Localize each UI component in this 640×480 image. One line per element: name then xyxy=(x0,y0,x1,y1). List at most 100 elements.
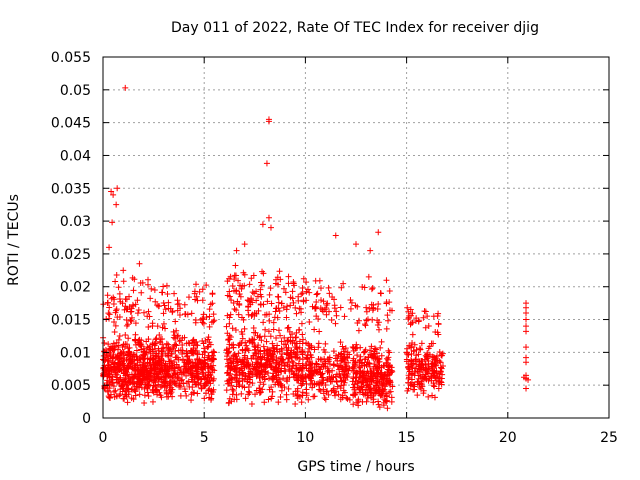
data-point xyxy=(365,273,372,280)
data-point xyxy=(439,371,446,378)
data-point xyxy=(337,304,344,311)
data-point xyxy=(247,368,254,375)
data-point xyxy=(227,365,234,372)
data-point xyxy=(332,232,339,239)
data-point xyxy=(344,374,351,381)
data-point xyxy=(161,384,168,391)
data-point xyxy=(159,347,166,354)
data-point xyxy=(269,375,276,382)
data-point xyxy=(230,299,237,306)
data-point xyxy=(295,297,302,304)
data-point xyxy=(228,398,235,405)
data-point xyxy=(136,391,143,398)
data-point xyxy=(295,377,302,384)
data-point xyxy=(181,334,188,341)
data-point xyxy=(428,340,435,347)
data-point xyxy=(323,302,330,309)
data-point xyxy=(275,293,282,300)
data-point xyxy=(131,337,138,344)
data-point xyxy=(349,344,356,351)
data-point xyxy=(109,380,116,387)
data-point xyxy=(166,364,173,371)
data-point xyxy=(436,374,443,381)
data-point xyxy=(278,387,285,394)
data-point xyxy=(116,332,123,339)
data-point xyxy=(384,397,391,404)
data-point xyxy=(331,296,338,303)
data-point xyxy=(228,297,235,304)
data-point xyxy=(126,293,133,300)
data-point xyxy=(234,298,241,305)
data-point xyxy=(299,290,306,297)
data-point xyxy=(105,341,112,348)
data-point xyxy=(149,356,156,363)
x-axis-label: GPS time / hours xyxy=(297,459,414,475)
y-tick-label: 0.045 xyxy=(51,116,91,132)
data-point xyxy=(193,281,200,288)
data-point xyxy=(387,362,394,369)
data-point xyxy=(160,320,167,327)
data-point xyxy=(206,394,213,401)
data-point xyxy=(383,277,390,284)
data-point xyxy=(407,321,414,328)
y-tick-label: 0 xyxy=(82,411,91,427)
data-point xyxy=(174,333,181,340)
data-point xyxy=(188,350,195,357)
data-point xyxy=(194,390,201,397)
data-point xyxy=(182,388,189,395)
data-point xyxy=(339,366,346,373)
data-point xyxy=(296,326,303,333)
data-point xyxy=(343,363,350,370)
data-point xyxy=(352,362,359,369)
data-point xyxy=(405,372,412,379)
data-point xyxy=(359,387,366,394)
data-point xyxy=(300,298,307,305)
data-point xyxy=(300,275,307,282)
data-point xyxy=(361,348,368,355)
data-point xyxy=(266,311,273,318)
data-point xyxy=(325,391,332,398)
y-axis-label: ROTI / TECUs xyxy=(6,194,22,286)
data-point xyxy=(165,345,172,352)
data-point xyxy=(119,350,126,357)
data-point xyxy=(107,394,114,401)
data-point xyxy=(421,308,428,315)
data-point xyxy=(201,354,208,361)
data-point xyxy=(107,352,114,359)
data-point xyxy=(177,337,184,344)
data-point xyxy=(523,344,530,351)
data-point xyxy=(435,310,442,317)
data-point xyxy=(185,378,192,385)
data-point xyxy=(409,364,416,371)
data-point xyxy=(372,375,379,382)
data-point xyxy=(356,368,363,375)
data-point xyxy=(149,398,156,405)
data-point xyxy=(226,288,233,295)
data-point xyxy=(274,281,281,288)
data-point xyxy=(223,356,230,363)
data-point xyxy=(325,367,332,374)
data-point xyxy=(251,336,258,343)
data-point xyxy=(372,363,379,370)
data-point xyxy=(523,359,530,366)
data-point xyxy=(284,350,291,357)
data-point xyxy=(298,320,305,327)
data-point xyxy=(248,369,255,376)
data-point xyxy=(174,307,181,314)
data-point xyxy=(198,385,205,392)
data-point xyxy=(115,342,122,349)
data-point xyxy=(142,381,149,388)
data-point xyxy=(435,321,442,328)
data-point xyxy=(299,364,306,371)
data-point xyxy=(523,309,530,316)
data-point xyxy=(344,349,351,356)
data-point xyxy=(375,398,382,405)
data-point xyxy=(171,332,178,339)
data-point xyxy=(265,396,272,403)
data-point xyxy=(417,346,424,353)
data-point xyxy=(113,371,120,378)
data-point xyxy=(233,379,240,386)
data-point xyxy=(105,357,112,364)
data-point xyxy=(375,367,382,374)
data-point xyxy=(339,343,346,350)
